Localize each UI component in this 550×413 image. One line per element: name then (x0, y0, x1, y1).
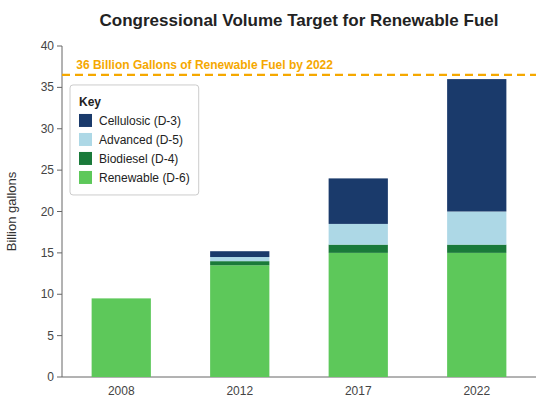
bar-segment (447, 245, 506, 253)
bar-segment (92, 298, 151, 299)
bar-segment (447, 212, 506, 245)
legend: Key Cellulosic (D-3) Advanced (D-5) Biodies… (70, 85, 199, 195)
x-axis: 2008 2012 2017 2022 (62, 377, 536, 398)
bar-segment (210, 251, 269, 257)
legend-entry: Advanced (D-5) (99, 133, 183, 147)
annotation: 36 Billion Gallons of Renewable Fuel by … (76, 58, 333, 72)
bar-segment (447, 79, 506, 211)
y-tick (57, 294, 62, 295)
legend-title: Key (79, 95, 101, 109)
legend-entry: Renewable (D-6) (99, 171, 190, 185)
annotations: 36 Billion Gallons of Renewable Fuel by … (62, 58, 536, 75)
y-tick (57, 252, 62, 253)
bar-segment (92, 298, 151, 299)
y-axis-label: Billion gallons (4, 171, 19, 251)
title: Congressional Volume Target for Renewabl… (100, 11, 499, 30)
chart: Congressional Volume Target for Renewabl… (0, 0, 550, 413)
y-tick (57, 170, 62, 171)
y-tick (57, 211, 62, 212)
bar-segment (329, 178, 388, 224)
bar-segment (329, 245, 388, 253)
y-tick-label: 15 (41, 246, 55, 260)
x-tick-label: 2012 (226, 384, 253, 398)
y-tick-label: 25 (41, 163, 55, 177)
y-tick-label: 40 (41, 39, 55, 53)
legend-entry: Biodiesel (D-4) (99, 152, 178, 166)
x-tick-label: 2022 (463, 384, 490, 398)
legend-entry: Cellulosic (D-3) (99, 114, 181, 128)
bars (92, 79, 507, 377)
y-tick-label: 10 (41, 287, 55, 301)
bar-segment (92, 298, 151, 377)
bar-segment (447, 253, 506, 377)
bar-segment (329, 253, 388, 377)
bar-segment (210, 265, 269, 377)
reference-line (62, 74, 536, 76)
bar-segment (210, 257, 269, 261)
y-tick (57, 335, 62, 336)
y-axis: 0 5 10 15 20 25 30 35 40 (41, 39, 62, 384)
y-tick-label: 0 (47, 370, 54, 384)
legend-swatch (79, 114, 92, 127)
bar-segment (210, 261, 269, 265)
legend-swatch (79, 133, 92, 146)
y-tick-label: 30 (41, 122, 55, 136)
y-tick (57, 46, 62, 47)
y-tick-label: 35 (41, 80, 55, 94)
x-tick-label: 2017 (345, 384, 372, 398)
y-tick (57, 87, 62, 88)
y-tick (57, 128, 62, 129)
bar-segment (329, 224, 388, 245)
y-tick-label: 5 (47, 329, 54, 343)
legend-swatch (79, 171, 92, 184)
y-tick-label: 20 (41, 205, 55, 219)
legend-box (70, 85, 199, 195)
y-tick (57, 377, 62, 378)
x-tick-label: 2008 (108, 384, 135, 398)
bar-segment (92, 298, 151, 299)
y-axis-line (62, 46, 63, 377)
legend-swatch (79, 152, 92, 165)
